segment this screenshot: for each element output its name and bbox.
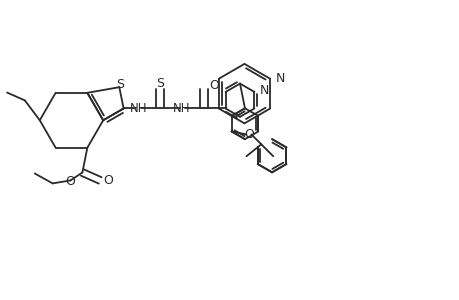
Text: NH: NH — [129, 102, 147, 115]
Text: O: O — [103, 174, 113, 187]
Text: O: O — [244, 128, 254, 141]
Text: N: N — [275, 72, 285, 85]
Text: O: O — [66, 175, 75, 188]
Text: N: N — [259, 84, 268, 98]
Text: S: S — [156, 77, 164, 90]
Text: NH: NH — [173, 102, 190, 115]
Text: O: O — [208, 79, 218, 92]
Text: S: S — [116, 78, 124, 91]
